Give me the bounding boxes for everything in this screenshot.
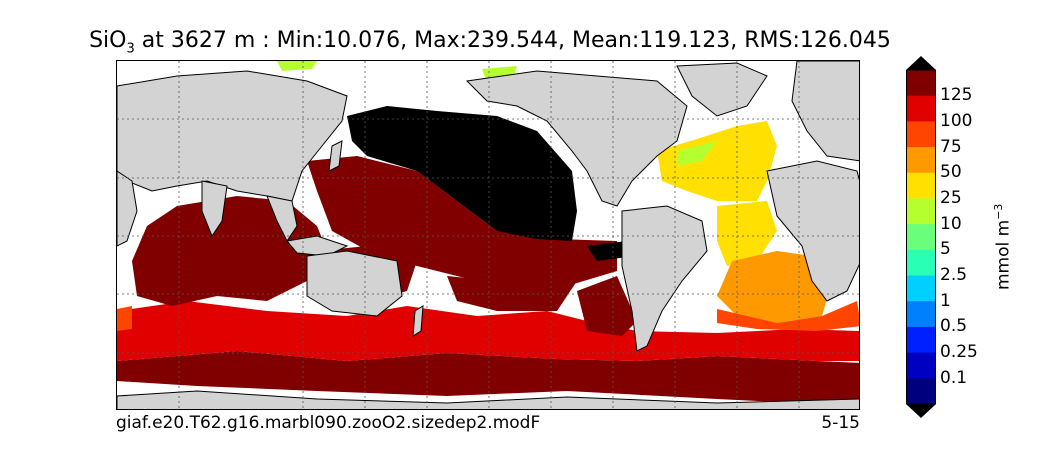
south-atlantic-orange	[717, 251, 832, 323]
colorbar-swatch	[906, 70, 936, 97]
colorbar-tick-label: 2.5	[940, 265, 968, 286]
land-antarctica	[117, 390, 859, 409]
atlantic-green	[677, 141, 717, 166]
colorbar-swatch	[906, 224, 936, 251]
case-name: giaf.e20.T62.g16.marbl090.zooO2.sizedep2…	[116, 413, 541, 433]
colorbar-tick-label: 100	[940, 110, 973, 131]
colorbar-swatch	[906, 172, 936, 199]
colorbar-outline	[906, 69, 936, 405]
land-australia	[306, 250, 403, 317]
colorbar-tick-label: 5	[940, 239, 951, 260]
colorbar-swatch	[906, 326, 936, 354]
arctic-green	[277, 61, 317, 71]
land-north-america	[465, 70, 688, 207]
southeast-pacific-deep	[577, 276, 637, 336]
colorbar-tick-label: 25	[940, 187, 962, 208]
colorbar-unit-text: mmol m	[993, 219, 1014, 290]
north-atlantic-yellow	[657, 121, 777, 201]
south-atlantic-yellow	[717, 201, 777, 266]
colorbar-swatch	[906, 249, 936, 277]
colorbar-swatch	[906, 275, 936, 302]
map-canvas	[117, 61, 859, 409]
land-group	[117, 61, 859, 409]
west-pacific-deep	[307, 156, 617, 286]
colorbar-tick-label: 75	[940, 136, 962, 157]
title-species: SiO	[89, 28, 127, 53]
colorbar-tick-label: 0.1	[940, 367, 968, 388]
colorbar-tick-label: 10	[940, 213, 962, 234]
colorbar-tick-label: 0.5	[940, 316, 968, 337]
colorbar-swatch	[906, 378, 936, 405]
colorbar-swatch	[906, 301, 936, 328]
colorbar-under-arrow	[906, 404, 936, 418]
graticule	[117, 61, 859, 409]
title-stats: at 3627 m : Min:10.076, Max:239.544, Mea…	[134, 28, 891, 53]
land-se-asia	[266, 195, 298, 242]
title-subscript: 3	[126, 41, 135, 57]
colorbar-tick-label: 1	[940, 290, 951, 311]
colorbar-swatch	[906, 198, 936, 225]
colorbar-swatch	[906, 95, 936, 122]
colorbar-tick-label: 50	[940, 162, 962, 183]
land-south-america	[621, 205, 708, 352]
colorbar-swatch	[906, 352, 936, 379]
colorbar-swatch	[906, 121, 936, 148]
colorbar-unit: mmol m−3	[992, 204, 1014, 290]
colorbar-tick-label: 125	[940, 85, 973, 106]
land-africa-left	[117, 170, 138, 247]
year-range: 5-15	[821, 413, 860, 433]
land-japan	[328, 140, 343, 172]
colorbar-unit-exp: −3	[992, 203, 1005, 220]
south-pacific-deep	[447, 276, 577, 311]
colorbar-tick-label: 0.25	[940, 342, 978, 363]
colorbar-swatch	[906, 147, 936, 174]
southern-ocean-red	[117, 301, 859, 361]
map-title: SiO3 at 3627 m : Min:10.076, Max:239.544…	[0, 28, 980, 56]
north-pacific-black	[347, 106, 577, 241]
colorbar	[906, 56, 936, 418]
southern-ocean-deep	[117, 351, 859, 406]
south-atlantic-orangered	[717, 301, 859, 331]
land-europe	[791, 61, 859, 162]
colorbar-over-arrow	[906, 56, 936, 70]
land-indonesia	[286, 235, 349, 257]
land-india	[201, 180, 228, 238]
indian-west-orangered	[117, 306, 132, 331]
ocean-map	[116, 60, 860, 410]
land-new-zealand	[412, 305, 424, 337]
